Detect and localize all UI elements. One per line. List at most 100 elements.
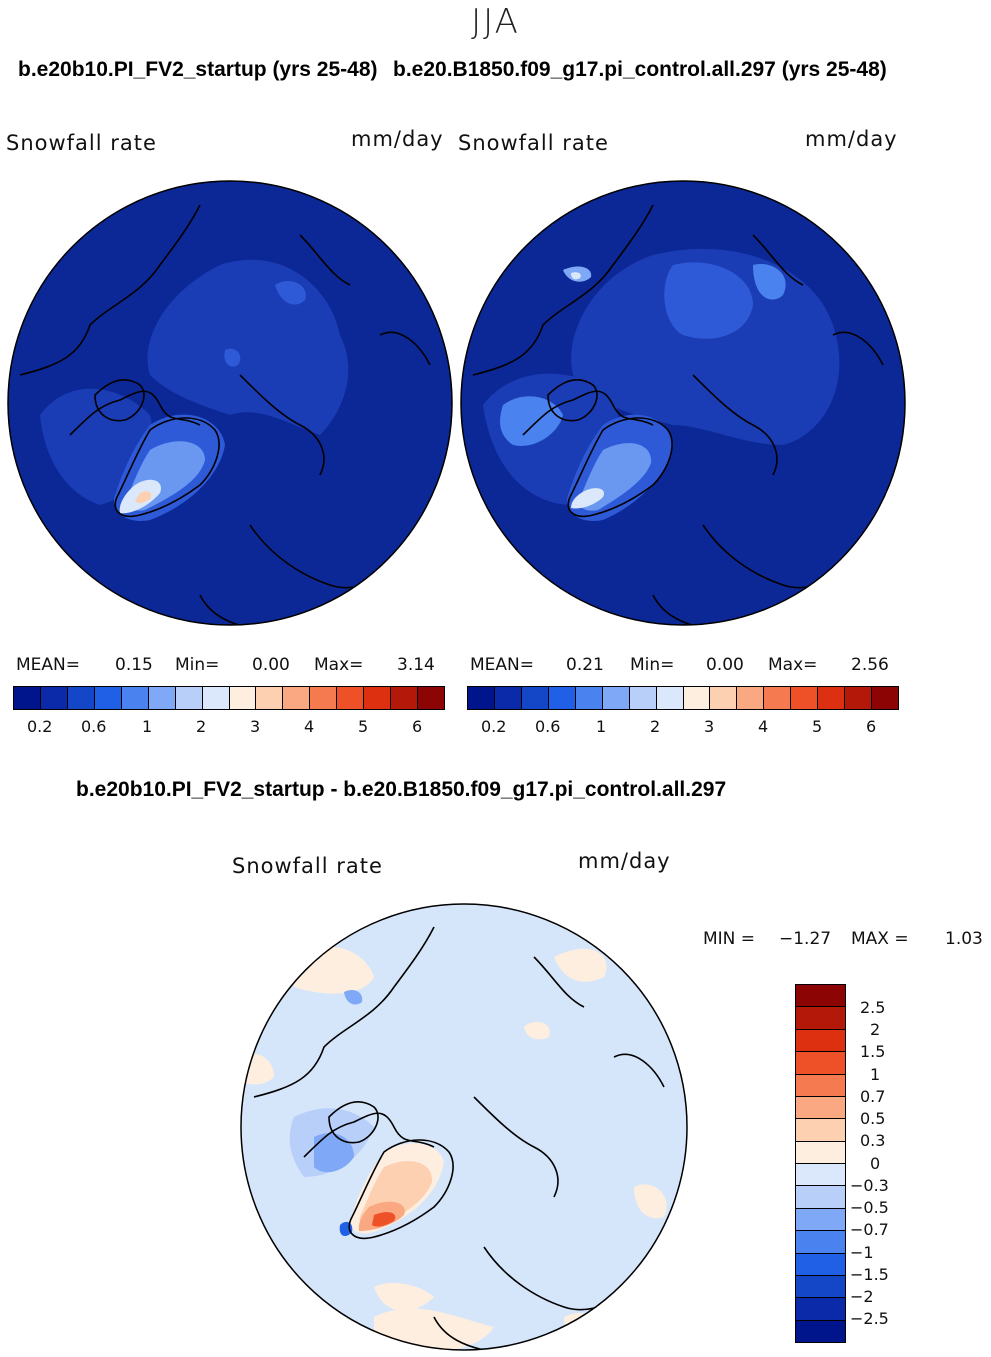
colorbar-swatch	[796, 1298, 845, 1321]
max-value: 1.03	[945, 929, 983, 949]
diff-variable-label: Snowfall rate	[232, 854, 383, 878]
colorbar-swatch	[796, 1141, 845, 1164]
tick-label: 2	[196, 717, 207, 736]
max-label: Max=	[768, 655, 818, 675]
colorbar-swatch	[418, 687, 444, 709]
case-title-left: b.e20b10.PI_FV2_startup (yrs 25-48)	[18, 58, 378, 81]
season-heading: JJA	[471, 2, 520, 42]
tick-label: 6	[412, 717, 423, 736]
max-value: 2.56	[851, 655, 889, 675]
colorbar-swatch	[575, 687, 603, 709]
tick-label: 1	[596, 717, 607, 736]
colorbar-difference	[795, 984, 846, 1343]
tick-label: 4	[758, 717, 769, 736]
tick-label: −0.5	[850, 1198, 889, 1217]
colorbar-swatch	[796, 1275, 845, 1299]
max-value: 3.14	[397, 655, 435, 675]
colorbar-swatch	[796, 985, 845, 1008]
colorbar-swatch	[202, 687, 230, 709]
tick-label: 2	[870, 1020, 881, 1039]
colorbar-swatch	[791, 687, 819, 709]
tick-label: −1.5	[850, 1265, 889, 1284]
tick-label: 1	[870, 1065, 881, 1084]
colorbar-swatch	[602, 687, 630, 709]
colorbar-swatch	[175, 687, 203, 709]
colorbar-swatch	[796, 1007, 845, 1030]
units-label-right: mm/day	[805, 127, 898, 151]
tick-label: 4	[304, 717, 315, 736]
tick-label: 0.2	[27, 717, 53, 736]
colorbar-swatch	[548, 687, 576, 709]
colorbar-swatch	[683, 687, 711, 709]
colorbar-right	[467, 686, 899, 710]
colorbar-swatch	[94, 687, 122, 709]
colorbar-swatch	[494, 687, 522, 709]
colorbar-swatch	[872, 687, 898, 709]
units-label-left: mm/day	[351, 127, 444, 151]
colorbar-swatch	[796, 1096, 845, 1120]
tick-label: 5	[812, 717, 823, 736]
colorbar-swatch	[796, 1231, 845, 1254]
colorbar-swatch	[796, 1052, 845, 1075]
colorbar-left	[13, 686, 445, 710]
tick-label: 3	[704, 717, 715, 736]
colorbar-difference-ticks: 2.5 2 1.5 1 0.7 0.5 0.3 0 −0.3 −0.5 −0.7…	[850, 984, 960, 1344]
colorbar-swatch	[283, 687, 311, 709]
case-title-right: b.e20.B1850.f09_g17.pi_control.all.297 (…	[393, 58, 887, 81]
tick-label: −1	[850, 1243, 874, 1262]
map-difference	[240, 903, 688, 1351]
min-label: MIN =	[703, 929, 756, 949]
colorbar-swatch	[710, 687, 738, 709]
map-left	[7, 180, 453, 626]
diff-minmax: MIN = −1.27 MAX = 1.03	[700, 929, 990, 951]
tick-label: −0.7	[850, 1220, 889, 1239]
tick-label: −2.5	[850, 1309, 889, 1328]
stats-right: MEAN= 0.21 Min= 0.00 Max= 2.56	[454, 655, 904, 679]
max-label: Max=	[314, 655, 364, 675]
colorbar-swatch	[310, 687, 338, 709]
min-label: Min=	[175, 655, 220, 675]
tick-label: 2	[650, 717, 661, 736]
mean-label: MEAN=	[16, 655, 80, 675]
tick-label: 0	[870, 1154, 881, 1173]
difference-title: b.e20b10.PI_FV2_startup - b.e20.B1850.f0…	[76, 778, 727, 801]
colorbar-swatch	[796, 1208, 845, 1232]
colorbar-swatch	[629, 687, 657, 709]
map-right	[460, 180, 906, 626]
tick-label: 0.2	[481, 717, 507, 736]
colorbar-swatch	[796, 1029, 845, 1053]
tick-label: −0.3	[850, 1176, 889, 1195]
tick-label: −2	[850, 1287, 874, 1306]
mean-value: 0.21	[566, 655, 604, 675]
variable-label-left: Snowfall rate	[6, 131, 157, 155]
min-value: −1.27	[779, 929, 832, 949]
tick-label: 3	[250, 717, 261, 736]
colorbar-swatch	[656, 687, 684, 709]
colorbar-swatch	[796, 1164, 845, 1187]
colorbar-swatch	[796, 1253, 845, 1276]
colorbar-swatch	[764, 687, 792, 709]
mean-value: 0.15	[115, 655, 153, 675]
colorbar-swatch	[737, 687, 765, 709]
tick-label: 5	[358, 717, 369, 736]
colorbar-swatch	[391, 687, 419, 709]
tick-label: 0.6	[81, 717, 107, 736]
tick-label: 1.5	[860, 1042, 886, 1061]
min-value: 0.00	[252, 655, 290, 675]
min-label: Min=	[630, 655, 675, 675]
tick-label: 0.6	[535, 717, 561, 736]
tick-label: 0.5	[860, 1109, 886, 1128]
colorbar-swatch	[796, 1320, 845, 1342]
colorbar-swatch	[364, 687, 392, 709]
stats-left: MEAN= 0.15 Min= 0.00 Max= 3.14	[0, 655, 450, 679]
min-value: 0.00	[706, 655, 744, 675]
colorbar-swatch	[121, 687, 149, 709]
colorbar-swatch	[40, 687, 68, 709]
colorbar-swatch	[337, 687, 365, 709]
mean-label: MEAN=	[470, 655, 534, 675]
colorbar-swatch	[468, 687, 495, 709]
colorbar-swatch	[229, 687, 257, 709]
colorbar-swatch	[521, 687, 549, 709]
tick-label: 0.3	[860, 1131, 886, 1150]
colorbar-swatch	[796, 1119, 845, 1142]
